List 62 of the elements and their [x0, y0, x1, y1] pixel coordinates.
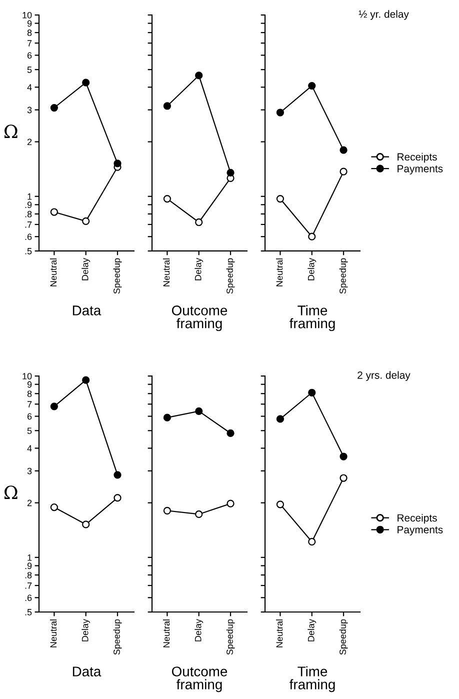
y-tick-label: 3 [27, 106, 32, 114]
y-tick-label: 6 [27, 52, 32, 59]
x-axis-title: Time framing [290, 305, 335, 332]
y-tick-label: 4 [27, 445, 32, 452]
x-tick-label: Neutral [163, 258, 170, 286]
y-tick-label: .8 [25, 210, 32, 218]
annotation: ½ yr. delay [358, 10, 409, 20]
x-tick-label: Speedup [113, 619, 122, 655]
y-axis-title: Ω [4, 124, 18, 138]
y-tick-label: .9 [25, 202, 32, 208]
x-tick-label: Speedup [339, 619, 348, 655]
y-axis-title: Ω [4, 486, 18, 499]
x-tick-label: Delay [194, 258, 204, 280]
y-tick-label: 7 [28, 40, 32, 46]
x-tick-label: Speedup [226, 258, 235, 294]
x-tick-label: Neutral [163, 620, 170, 648]
x-tick-label: Delay [308, 618, 316, 642]
x-tick-label: Speedup [226, 619, 235, 655]
x-tick-label: Speedup [339, 258, 348, 294]
legend-label: Receipts [398, 152, 437, 163]
legend-label: Payments [398, 165, 443, 174]
x-tick-label: Neutral [50, 258, 57, 286]
y-tick-label: 3 [27, 468, 32, 474]
y-tick-label: 4 [27, 84, 32, 90]
y-tick-label: .8 [25, 572, 32, 578]
x-tick-label: Neutral [276, 620, 283, 648]
y-tick-label: 10 [22, 373, 32, 380]
annotation: 2 yrs. delay [358, 371, 410, 381]
y-tick-label: .9 [25, 562, 32, 570]
y-tick-label: 1 [28, 554, 32, 561]
x-axis-title: Time framing [290, 666, 335, 692]
y-tick-label: .5 [25, 248, 32, 254]
y-tick-label: 1 [28, 193, 32, 200]
x-tick-label: Delay [82, 258, 90, 280]
x-axis-title: Outcome framing [172, 306, 228, 332]
y-tick-label: .6 [25, 234, 32, 240]
legend-label: Receipts [398, 514, 437, 524]
y-tick-label: 2 [27, 500, 32, 506]
y-tick-label: 9 [27, 20, 32, 27]
y-tick-label: .7 [25, 222, 32, 228]
y-tick-label: 6 [27, 413, 32, 420]
x-axis-title: Outcome framing [172, 666, 228, 692]
y-tick-label: .6 [25, 594, 32, 601]
x-tick-label: Neutral [276, 258, 283, 286]
legend-label: Payments [398, 526, 443, 536]
x-tick-label: Delay [82, 618, 90, 642]
y-tick-label: 8 [27, 390, 32, 397]
y-tick-label: 7 [28, 401, 32, 408]
x-tick-label: Delay [194, 618, 204, 642]
y-tick-label: 2 [27, 138, 32, 146]
x-tick-label: Neutral [50, 620, 57, 648]
x-axis-title: Data [72, 306, 102, 316]
y-tick-label: 8 [27, 30, 32, 36]
y-tick-label: .7 [25, 582, 32, 589]
x-tick-label: Delay [308, 258, 316, 280]
y-tick-label: .5 [25, 609, 32, 616]
x-axis-title: Data [72, 666, 102, 676]
y-tick-label: 5 [27, 66, 32, 73]
y-tick-label: 5 [27, 428, 32, 434]
x-tick-label: Speedup [113, 258, 122, 294]
y-tick-label: 9 [27, 381, 32, 388]
y-tick-label: 10 [22, 12, 32, 18]
